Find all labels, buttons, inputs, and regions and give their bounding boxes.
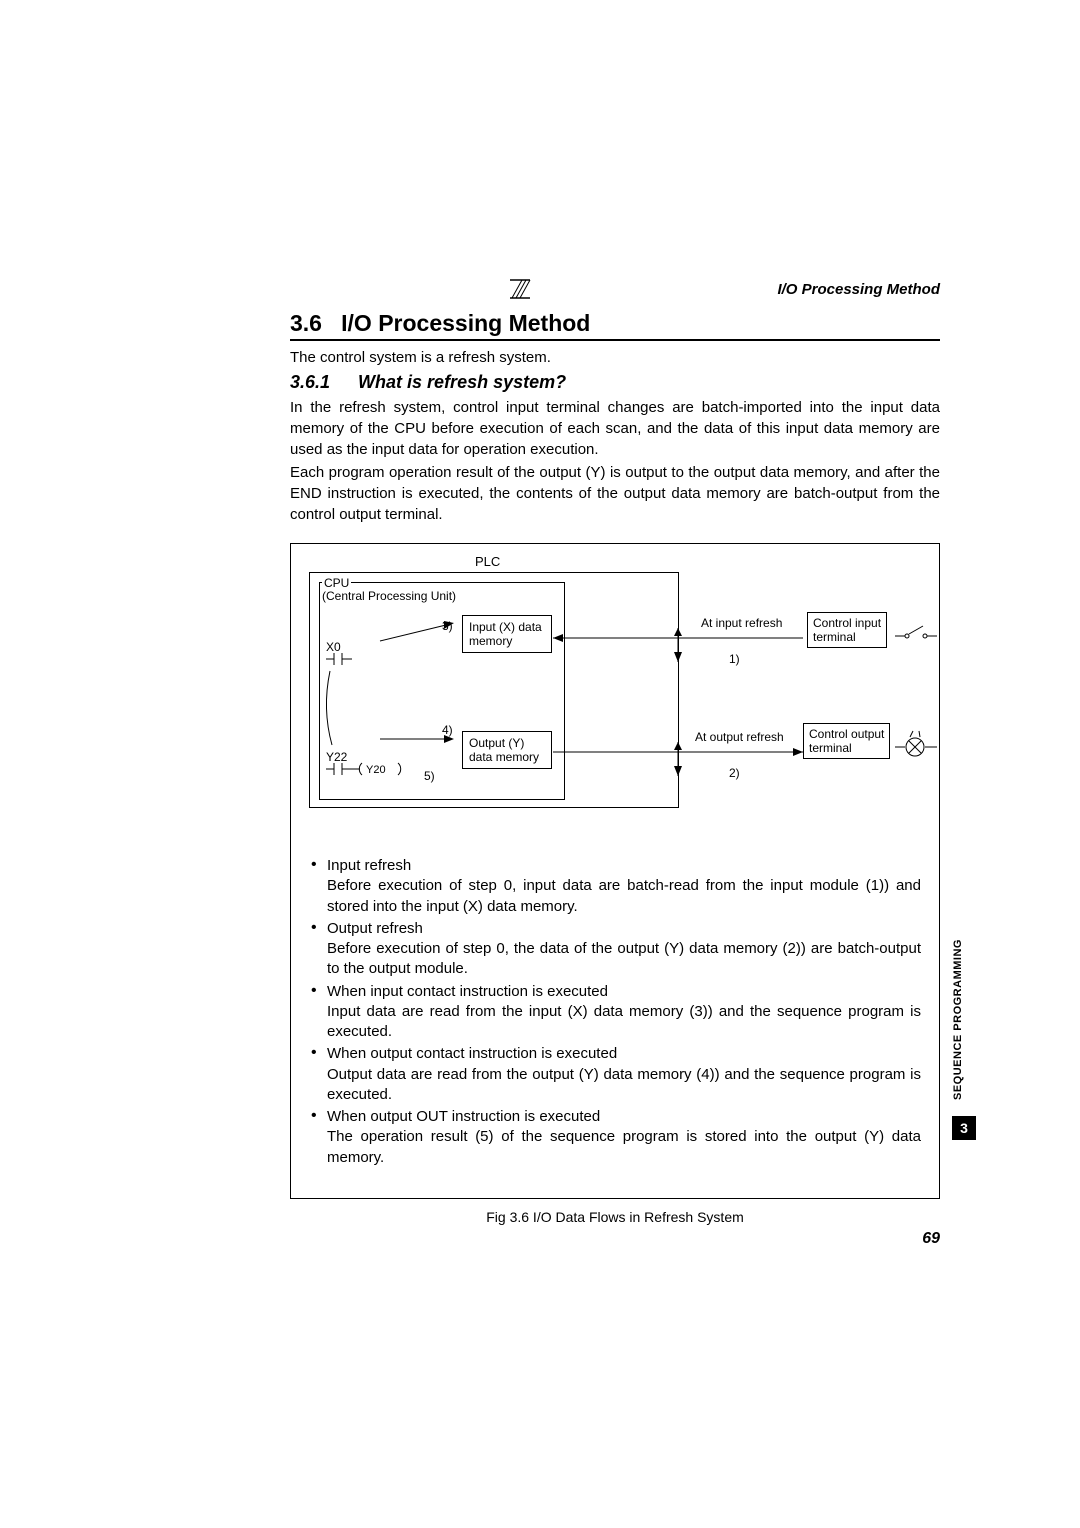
section-rule bbox=[290, 339, 940, 341]
mem-in-l2: memory bbox=[469, 634, 545, 648]
input-terminal-box: Control input terminal bbox=[807, 612, 887, 648]
side-label: SEQUENCE PROGRAMMING bbox=[952, 930, 964, 1110]
switch-icon bbox=[895, 624, 937, 642]
para2: Each program operation result of the out… bbox=[290, 462, 940, 525]
ann-2: 2) bbox=[729, 766, 740, 780]
mem-out-l1: Output (Y) bbox=[469, 736, 545, 750]
ladder-icon: X0 Y22 Y20 bbox=[326, 639, 436, 789]
section-title: I/O Processing Method bbox=[341, 310, 590, 336]
ann-1: 1) bbox=[729, 652, 740, 666]
cpu-box: CPU (Central Processing Unit) X0 bbox=[319, 582, 565, 800]
subsection-heading: 3.6.1 What is refresh system? bbox=[290, 372, 940, 393]
list-item: Input refresh Before execution of step 0… bbox=[309, 856, 921, 917]
list-item: Output refresh Before execution of step … bbox=[309, 919, 921, 980]
section-number: 3.6 bbox=[290, 310, 322, 336]
figure-caption: Fig 3.6 I/O Data Flows in Refresh System bbox=[290, 1209, 940, 1225]
plc-label: PLC bbox=[471, 554, 504, 569]
page-header: I/O Processing Method bbox=[290, 280, 940, 298]
subsection-title: What is refresh system? bbox=[358, 372, 566, 392]
b3-title: When input contact instruction is execut… bbox=[327, 982, 921, 1002]
side-num: 3 bbox=[952, 1116, 976, 1140]
side-tab: SEQUENCE PROGRAMMING 3 bbox=[952, 930, 980, 1140]
hatch-icon bbox=[510, 280, 530, 298]
arrow-in-icon bbox=[553, 624, 813, 664]
svg-text:Y20: Y20 bbox=[366, 764, 386, 776]
term-out-l2: terminal bbox=[809, 741, 884, 755]
b2-title: Output refresh bbox=[327, 919, 921, 939]
ann-at-in: At input refresh bbox=[701, 616, 782, 630]
b2-body: Before execution of step 0, the data of … bbox=[327, 939, 921, 980]
b3-body: Input data are read from the input (X) d… bbox=[327, 1002, 921, 1043]
list-item: When input contact instruction is execut… bbox=[309, 982, 921, 1043]
b4-body: Output data are read from the output (Y)… bbox=[327, 1065, 921, 1106]
section-heading: 3.6 I/O Processing Method bbox=[290, 310, 940, 337]
diagram-container: PLC CPU (Central Processing Unit) X0 bbox=[290, 543, 940, 1199]
term-in-l1: Control input bbox=[813, 616, 881, 630]
mem-in-l1: Input (X) data bbox=[469, 620, 545, 634]
para1: In the refresh system, control input ter… bbox=[290, 397, 940, 460]
term-out-l1: Control output bbox=[809, 727, 884, 741]
section-intro: The control system is a refresh system. bbox=[290, 347, 940, 368]
b5-title: When output OUT instruction is executed bbox=[327, 1107, 921, 1127]
ann-4: 4) bbox=[442, 723, 453, 737]
list-item: When output OUT instruction is executed … bbox=[309, 1107, 921, 1168]
term-in-l2: terminal bbox=[813, 630, 881, 644]
svg-text:X0: X0 bbox=[326, 640, 341, 654]
b1-body: Before execution of step 0, input data a… bbox=[327, 876, 921, 917]
svg-text:Y22: Y22 bbox=[326, 750, 348, 764]
output-terminal-box: Control output terminal bbox=[803, 723, 890, 759]
ann-5: 5) bbox=[424, 769, 435, 783]
cpu-label: CPU bbox=[322, 576, 351, 590]
output-memory-box: Output (Y) data memory bbox=[462, 731, 552, 769]
b1-title: Input refresh bbox=[327, 856, 921, 876]
ann-at-out: At output refresh bbox=[695, 730, 784, 744]
ann-3: 3) bbox=[442, 619, 453, 633]
lamp-icon bbox=[895, 736, 937, 758]
input-memory-box: Input (X) data memory bbox=[462, 615, 552, 653]
cpu-sublabel: (Central Processing Unit) bbox=[322, 589, 456, 603]
mem-out-l2: data memory bbox=[469, 750, 545, 764]
subsection-number: 3.6.1 bbox=[290, 372, 330, 392]
running-title: I/O Processing Method bbox=[777, 281, 940, 298]
bullet-list: Input refresh Before execution of step 0… bbox=[309, 856, 921, 1168]
b4-title: When output contact instruction is execu… bbox=[327, 1044, 921, 1064]
b5-body: The operation result (5) of the sequence… bbox=[327, 1127, 921, 1168]
page-number: 69 bbox=[922, 1230, 940, 1248]
list-item: When output contact instruction is execu… bbox=[309, 1044, 921, 1105]
arrow-out-icon bbox=[553, 738, 813, 778]
